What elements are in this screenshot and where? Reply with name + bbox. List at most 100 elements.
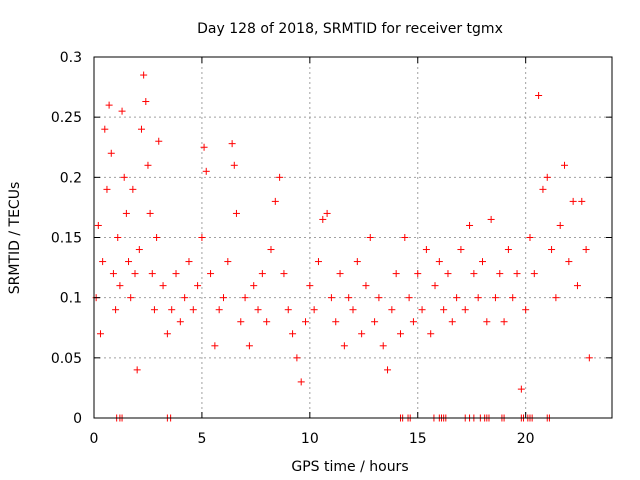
data-point bbox=[585, 354, 593, 362]
data-point bbox=[556, 221, 564, 229]
data-point bbox=[237, 318, 245, 326]
data-point bbox=[207, 270, 215, 278]
data-point bbox=[276, 173, 284, 181]
data-point bbox=[224, 258, 232, 266]
data-point bbox=[271, 197, 279, 205]
data-point bbox=[114, 234, 122, 241]
x-tick-label: 5 bbox=[197, 431, 206, 447]
axis-ticks bbox=[93, 56, 612, 419]
data-point bbox=[142, 98, 150, 106]
data-point bbox=[384, 366, 392, 374]
axis-tick-labels: 0 0.05 0.1 0.15 0.2 0.25 0.3 0 5 10 15 20 bbox=[51, 50, 535, 447]
data-point bbox=[375, 294, 383, 302]
data-point bbox=[457, 246, 465, 254]
data-point bbox=[504, 246, 512, 254]
data-point bbox=[220, 294, 227, 302]
data-point bbox=[444, 270, 452, 278]
data-point bbox=[211, 342, 219, 350]
data-point bbox=[150, 306, 158, 314]
data-point bbox=[487, 215, 495, 223]
data-point bbox=[202, 167, 210, 175]
data-point bbox=[405, 294, 413, 302]
x-tick-label: 0 bbox=[90, 431, 99, 447]
data-point bbox=[336, 270, 344, 278]
data-point bbox=[379, 342, 387, 350]
data-point bbox=[371, 318, 379, 326]
data-point bbox=[461, 306, 469, 314]
data-point bbox=[418, 306, 426, 314]
data-point bbox=[189, 306, 197, 314]
data-point bbox=[99, 258, 107, 266]
data-point bbox=[258, 270, 266, 278]
data-point bbox=[133, 366, 141, 374]
data-point bbox=[200, 143, 208, 151]
data-point bbox=[185, 258, 193, 266]
y-tick-label: 0.3 bbox=[60, 50, 82, 66]
data-point bbox=[539, 185, 547, 193]
y-tick-label: 0.2 bbox=[60, 170, 82, 186]
data-point bbox=[422, 246, 430, 254]
data-point bbox=[144, 161, 152, 169]
data-point bbox=[140, 71, 148, 79]
data-point bbox=[366, 234, 374, 241]
data-point bbox=[131, 270, 139, 278]
data-point bbox=[293, 354, 301, 362]
data-point bbox=[241, 294, 249, 302]
y-axis-label: SRMTID / TECUs bbox=[7, 182, 23, 295]
data-point bbox=[578, 197, 586, 205]
data-point bbox=[509, 294, 517, 302]
data-point bbox=[522, 306, 530, 314]
data-point bbox=[194, 282, 202, 290]
data-point bbox=[582, 246, 590, 254]
data-point bbox=[466, 221, 474, 229]
data-point bbox=[148, 270, 156, 278]
data-point bbox=[105, 101, 113, 109]
data-point bbox=[129, 185, 137, 193]
data-point bbox=[232, 209, 240, 217]
data-point bbox=[431, 282, 439, 290]
data-point bbox=[159, 282, 167, 290]
data-point bbox=[215, 306, 223, 314]
data-point bbox=[155, 137, 163, 145]
data-point bbox=[289, 330, 297, 338]
data-point bbox=[181, 294, 189, 302]
data-point bbox=[103, 185, 111, 193]
data-point bbox=[163, 330, 171, 338]
data-point bbox=[483, 318, 491, 326]
data-point bbox=[101, 125, 109, 133]
data-point bbox=[323, 209, 331, 217]
data-point bbox=[250, 282, 258, 290]
data-point bbox=[392, 270, 400, 278]
data-point bbox=[297, 378, 305, 386]
data-point bbox=[573, 282, 581, 290]
data-point bbox=[535, 92, 543, 100]
data-point bbox=[396, 330, 404, 338]
data-point bbox=[280, 270, 288, 278]
data-point bbox=[349, 306, 357, 314]
data-point bbox=[306, 282, 314, 290]
x-tick-label: 15 bbox=[409, 431, 427, 447]
data-point bbox=[517, 385, 525, 393]
x-tick-label: 20 bbox=[517, 431, 535, 447]
data-point bbox=[565, 258, 573, 266]
data-point bbox=[245, 342, 253, 350]
data-point bbox=[168, 306, 176, 314]
data-point bbox=[263, 318, 271, 326]
data-point bbox=[172, 270, 180, 278]
data-point bbox=[146, 209, 154, 217]
data-point bbox=[112, 306, 120, 314]
data-point bbox=[453, 294, 461, 302]
data-point bbox=[267, 246, 275, 254]
data-point bbox=[302, 318, 310, 326]
data-point bbox=[543, 173, 551, 181]
data-point bbox=[530, 270, 538, 278]
data-point bbox=[552, 294, 560, 302]
data-point bbox=[479, 258, 486, 266]
data-point bbox=[358, 330, 366, 338]
x-axis-label: GPS time / hours bbox=[291, 459, 408, 475]
y-tick-label: 0 bbox=[73, 411, 82, 427]
data-point bbox=[435, 258, 443, 266]
data-point bbox=[310, 306, 318, 314]
data-point bbox=[96, 330, 104, 338]
